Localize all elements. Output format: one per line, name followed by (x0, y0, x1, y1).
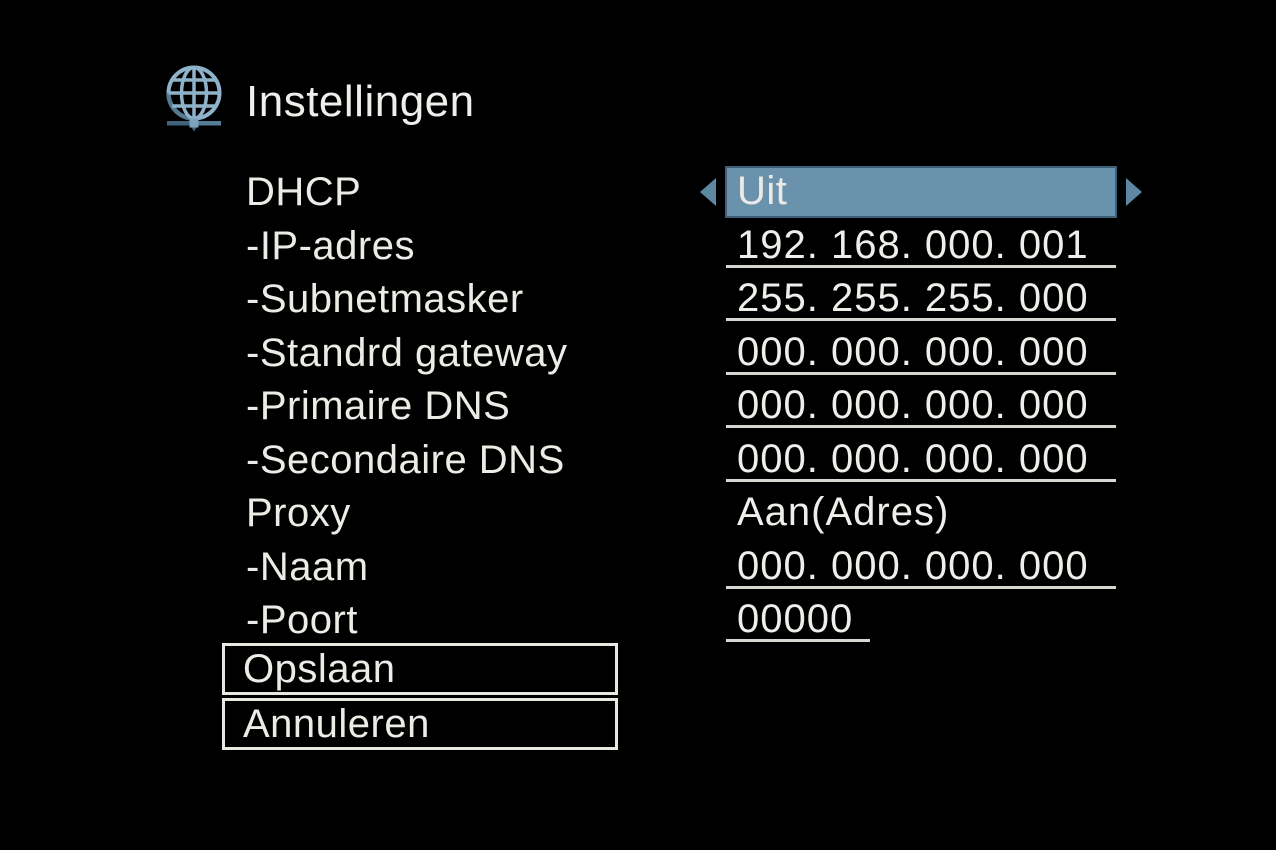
arrow-left-icon[interactable] (700, 178, 716, 206)
primary-dns-label: -Primaire DNS (246, 384, 511, 428)
ip-address-label: -IP-adres (246, 223, 415, 268)
proxy-name-label: -Naam (246, 544, 369, 589)
secondary-dns-field[interactable]: 000. 000. 000. 000 (726, 434, 1116, 482)
proxy-label: Proxy (246, 491, 351, 535)
dhcp-value: Uit (737, 169, 788, 213)
setting-row-secondary-dns: -Secondaire DNS 000. 000. 000. 000 (0, 434, 1276, 486)
proxy-name-field[interactable]: 000. 000. 000. 000 (726, 541, 1116, 589)
subnet-mask-field[interactable]: 255. 255. 255. 000 (726, 273, 1116, 321)
setting-row-subnet-mask: -Subnetmasker 255. 255. 255. 000 (0, 273, 1276, 325)
page-title: Instellingen (246, 77, 475, 126)
ip-address-field[interactable]: 192. 168. 000. 001 (726, 220, 1116, 268)
setting-row-ip-address: -IP-adres 192. 168. 000. 001 (0, 220, 1276, 272)
secondary-dns-label: -Secondaire DNS (246, 437, 565, 482)
proxy-port-label: -Poort (246, 598, 358, 642)
setting-row-proxy-port: -Poort 00000 (0, 594, 1276, 646)
proxy-port-field[interactable]: 00000 (726, 594, 870, 642)
save-button[interactable]: Opslaan (222, 643, 618, 695)
default-gateway-label: -Standrd gateway (246, 330, 568, 375)
setting-row-proxy: Proxy Aan(Adres) (0, 487, 1276, 539)
setting-row-primary-dns: -Primaire DNS 000. 000. 000. 000 (0, 380, 1276, 432)
default-gateway-field[interactable]: 000. 000. 000. 000 (726, 327, 1116, 375)
subnet-mask-label: -Subnetmasker (246, 277, 524, 321)
setting-row-default-gateway: -Standrd gateway 000. 000. 000. 000 (0, 327, 1276, 379)
setting-row-proxy-name: -Naam 000. 000. 000. 000 (0, 541, 1276, 593)
proxy-value[interactable]: Aan(Adres) (737, 490, 950, 534)
primary-dns-field[interactable]: 000. 000. 000. 000 (726, 380, 1116, 428)
cancel-button[interactable]: Annuleren (222, 698, 618, 750)
setting-row-dhcp: DHCP Uit (0, 166, 1276, 218)
network-globe-icon (166, 65, 222, 132)
arrow-right-icon[interactable] (1126, 178, 1142, 206)
dhcp-select[interactable]: Uit (725, 166, 1117, 218)
dhcp-label: DHCP (246, 170, 362, 214)
